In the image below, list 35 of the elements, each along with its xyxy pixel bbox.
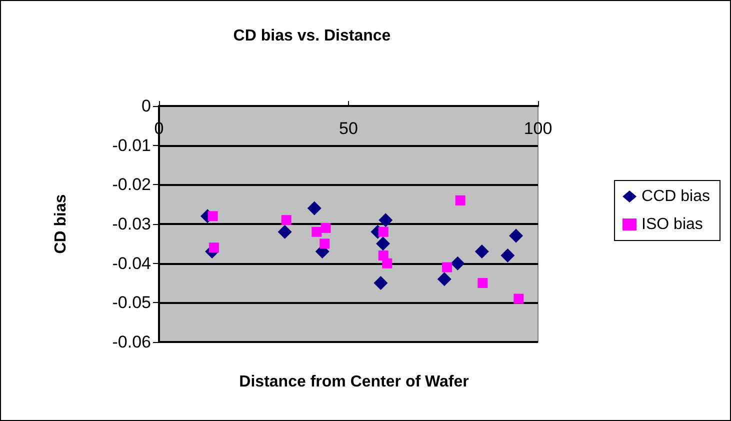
point (455, 195, 466, 206)
point (374, 276, 388, 290)
point (442, 262, 452, 272)
y-tick-label: -0.03 (112, 214, 151, 234)
point (437, 272, 452, 286)
point (478, 278, 488, 288)
point (278, 224, 292, 239)
point (382, 258, 392, 268)
y-tick-label: -0.06 (112, 332, 151, 352)
y-tick-label: -0.05 (112, 293, 151, 312)
point (376, 236, 390, 251)
point (509, 228, 524, 243)
point (450, 256, 465, 270)
y-tick-label: -0.02 (112, 175, 151, 194)
x-axis-title: Distance from Center of Wafer (239, 374, 469, 390)
point (378, 226, 388, 237)
point (474, 244, 489, 259)
point (208, 211, 218, 222)
point (320, 222, 331, 233)
legend-label: ISO bias (642, 216, 703, 233)
chart-title: CD bias vs. Distance (233, 28, 391, 44)
point (514, 294, 524, 304)
point (500, 248, 515, 262)
y-axis-title: CD bias (52, 194, 70, 254)
point (378, 213, 393, 228)
point (312, 226, 322, 237)
legend-label: CCD bias (642, 188, 710, 205)
y-tick-label: 0 (142, 96, 151, 116)
x-tick-label: 50 (339, 119, 358, 138)
point (307, 201, 322, 216)
point (281, 215, 292, 226)
point (320, 238, 330, 249)
y-tick-label: -0.04 (112, 254, 151, 273)
y-tick-label: -0.01 (112, 136, 151, 155)
x-tick-label: 100 (524, 119, 552, 138)
